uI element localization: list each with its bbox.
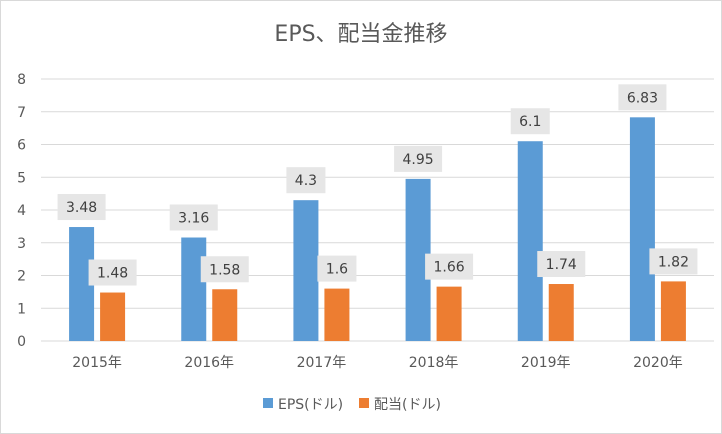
- x-category-label: 2018年: [409, 355, 459, 371]
- data-label-background: [88, 259, 137, 286]
- x-category-label: 2016年: [184, 355, 234, 371]
- y-tick-label: 2: [17, 269, 26, 285]
- x-category-label: 2017年: [297, 355, 347, 371]
- legend-label: 配当(ドル): [374, 397, 441, 413]
- data-label-background: [200, 256, 249, 283]
- bar-dividend: [100, 292, 126, 341]
- bar-eps: [517, 141, 543, 341]
- data-label: 3.48: [66, 200, 97, 216]
- y-tick-label: 3: [17, 236, 26, 252]
- bar-eps: [181, 237, 207, 341]
- y-tick-label: 4: [17, 203, 26, 219]
- data-label: 6.1: [519, 114, 541, 130]
- y-tick-label: 8: [17, 72, 26, 88]
- y-tick-label: 5: [17, 170, 26, 186]
- legend-swatch: [359, 398, 369, 408]
- x-category-label: 2019年: [521, 355, 571, 371]
- data-label: 1.66: [433, 260, 464, 276]
- data-label: 1.48: [97, 266, 128, 282]
- data-label-background: [57, 194, 106, 221]
- bar-eps: [293, 200, 319, 341]
- y-tick-label: 6: [17, 138, 26, 154]
- bar-eps: [629, 117, 655, 341]
- bar-dividend: [212, 289, 238, 341]
- data-label: 6.83: [627, 90, 658, 106]
- data-label-background: [510, 108, 550, 135]
- data-label: 3.16: [178, 211, 209, 227]
- data-label: 1.58: [209, 262, 240, 278]
- legend: EPS(ドル) 配当(ドル): [263, 397, 441, 413]
- y-tick-label: 1: [17, 301, 26, 317]
- legend-label: EPS(ドル): [278, 397, 343, 413]
- data-label: 1.82: [658, 254, 689, 270]
- bar-dividend: [436, 286, 462, 341]
- bar-dividend: [324, 288, 350, 341]
- data-label-background: [425, 253, 474, 280]
- x-axis-categories: 2015年 2016年 2017年 2018年 2019年 2020年: [72, 355, 682, 371]
- data-label-background: [537, 251, 586, 278]
- data-label-background: [286, 167, 326, 194]
- x-category-label: 2015年: [72, 355, 122, 371]
- y-axis-ticks: 0 1 2 3 4 5 6 7 8: [17, 72, 26, 350]
- data-label: 4.3: [295, 173, 317, 189]
- y-tick-label: 7: [17, 105, 26, 121]
- bars: [69, 117, 686, 341]
- chart-title: EPS、配当金推移: [274, 22, 447, 47]
- data-label-background: [317, 255, 357, 282]
- data-label: 4.95: [402, 152, 433, 168]
- data-label: 1.6: [326, 262, 348, 278]
- data-label-background: [169, 204, 218, 231]
- gridlines: [41, 78, 714, 342]
- data-labels: 3.48 1.48 3.16 1.58 4.3 1.6 4.95 1.66 6.1 1.74 6.8…: [57, 84, 698, 286]
- x-category-label: 2020年: [633, 355, 683, 371]
- data-label: 1.74: [546, 257, 577, 273]
- bar-dividend: [548, 284, 574, 341]
- data-label-background: [649, 248, 698, 275]
- data-label-background: [394, 145, 443, 172]
- y-tick-label: 0: [17, 334, 26, 350]
- data-label-background: [618, 84, 667, 111]
- legend-swatch: [263, 398, 273, 408]
- bar-dividend: [660, 281, 686, 341]
